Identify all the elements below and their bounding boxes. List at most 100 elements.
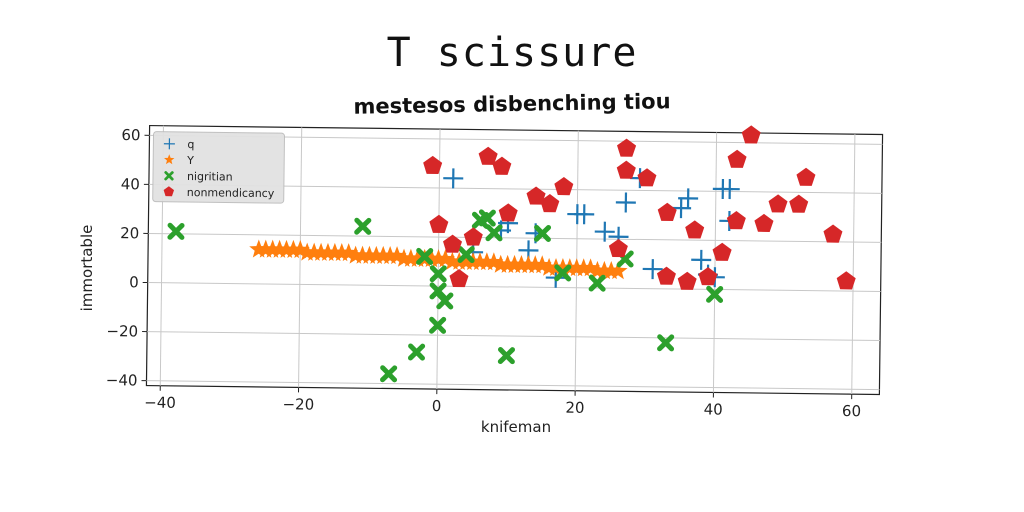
axis-ticks: −40 −20 0 20 40 60 −40 −20 0 20 40 60 [106,126,861,420]
data-point [796,167,816,186]
data-point [691,249,712,270]
data-point [594,260,614,280]
data-point [373,245,393,265]
data-point [492,156,512,175]
series-nonmendicancy [423,125,856,290]
data-point [677,271,697,290]
data-point [497,347,515,365]
chart-title: T scissure [386,30,638,76]
data-point [532,255,552,274]
data-point [416,247,434,266]
data-point [581,258,601,277]
legend-marker [164,171,174,181]
data-point [290,240,310,259]
data-point [478,146,498,165]
data-point [719,179,740,200]
data-point [359,245,379,264]
y-tick-label: 60 [121,126,140,144]
data-point [283,239,303,259]
series-Y [249,239,628,280]
x-tick-label: −40 [144,394,176,412]
data-point [436,292,454,310]
data-point [540,194,560,213]
x-gridline [851,134,856,395]
data-point [429,214,449,233]
data-point [318,242,338,262]
data-point [615,192,636,213]
data-point [422,249,442,268]
x-gridline [298,127,303,388]
data-point [567,258,587,277]
data-point [588,274,606,292]
data-point [394,248,414,267]
x-tick-label: 40 [704,400,723,418]
data-point [533,224,552,242]
data-point [616,160,636,179]
data-point [836,271,856,290]
data-point [539,257,559,276]
data-point [754,213,774,232]
data-point [656,266,676,285]
data-point [263,239,283,258]
data-point [442,251,462,270]
data-point [823,224,843,243]
data-point [401,248,421,267]
data-point [429,265,447,283]
data-point [504,254,524,274]
data-point [608,238,628,258]
data-point [167,222,185,240]
data-marks [167,125,856,383]
data-point [554,264,572,282]
data-point [456,251,476,271]
data-point [325,242,345,262]
data-point [491,254,511,273]
data-point [617,138,637,157]
data-point [443,168,464,189]
legend-marker [163,138,175,150]
x-tick-label: 0 [432,397,442,415]
data-point [423,155,443,174]
data-point [741,125,761,144]
data-point [408,248,428,268]
data-point [470,252,490,271]
x-tick-label: 20 [565,399,584,417]
data-point [526,186,546,205]
data-point [712,242,732,261]
data-point [354,217,372,235]
data-point [428,249,448,268]
data-point [657,202,677,221]
data-point [256,239,276,258]
data-point [339,243,359,262]
legend-box [152,131,285,204]
x-axis-label: knifeman [481,418,551,436]
data-point [685,220,705,239]
data-point [435,249,455,268]
data-point [477,252,497,271]
grid [146,125,883,395]
legend-label: Y [186,154,194,167]
data-point [270,239,290,258]
data-point [518,255,538,274]
data-point [642,259,663,280]
data-point [478,209,496,227]
data-point [311,242,331,261]
data-point [554,177,574,196]
y-axis-label: immortable [78,225,96,312]
x-gridline [712,132,718,393]
y-tick-label: 40 [121,175,140,193]
data-point [608,261,628,280]
y-tick-label: −40 [106,371,138,389]
data-point [387,246,407,265]
legend-label: q [187,138,194,151]
data-point [594,221,615,242]
data-point [601,261,621,280]
data-point [698,267,718,286]
series-nigritian [167,209,724,383]
legend-label: nigritian [187,170,233,184]
y-gridline [147,282,881,292]
data-point [380,246,400,265]
data-point [706,285,724,303]
